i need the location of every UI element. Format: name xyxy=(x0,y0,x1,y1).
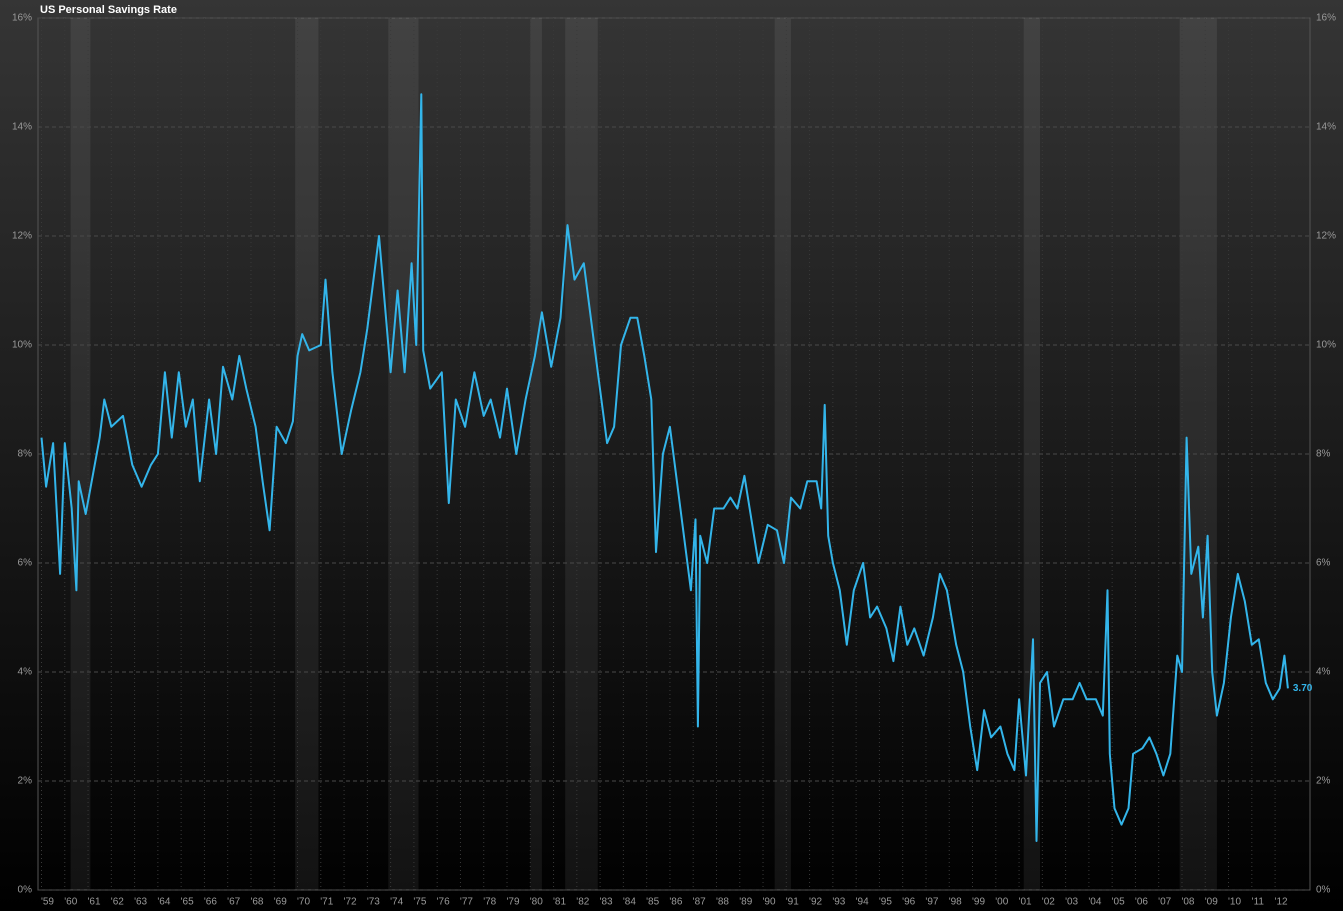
y2-tick-label: 2% xyxy=(1316,776,1331,787)
x-tick-label: '12 xyxy=(1275,897,1288,908)
x-tick-label: '79 xyxy=(506,897,519,908)
x-tick-label: '94 xyxy=(856,897,869,908)
x-tick-label: '91 xyxy=(786,897,799,908)
x-tick-label: '71 xyxy=(320,897,333,908)
x-tick-label: '68 xyxy=(250,897,263,908)
x-tick-label: '78 xyxy=(483,897,496,908)
x-tick-label: '92 xyxy=(809,897,822,908)
x-tick-label: '59 xyxy=(41,897,54,908)
x-tick-label: '65 xyxy=(181,897,194,908)
x-tick-label: '08 xyxy=(1181,897,1194,908)
x-tick-label: '93 xyxy=(832,897,845,908)
x-tick-label: '03 xyxy=(1065,897,1078,908)
y-tick-label: 4% xyxy=(18,667,33,678)
x-tick-label: '60 xyxy=(64,897,77,908)
y2-tick-label: 4% xyxy=(1316,667,1331,678)
x-tick-label: '77 xyxy=(460,897,473,908)
x-tick-label: '00 xyxy=(995,897,1008,908)
x-tick-label: '81 xyxy=(553,897,566,908)
y-tick-label: 16% xyxy=(12,13,32,24)
x-tick-label: '85 xyxy=(646,897,659,908)
x-tick-label: '96 xyxy=(902,897,915,908)
x-tick-label: '05 xyxy=(1112,897,1125,908)
x-tick-label: '09 xyxy=(1205,897,1218,908)
y2-tick-label: 6% xyxy=(1316,558,1331,569)
x-tick-label: '87 xyxy=(693,897,706,908)
y-tick-label: 2% xyxy=(18,776,33,787)
y2-tick-label: 0% xyxy=(1316,885,1331,896)
x-tick-label: '97 xyxy=(925,897,938,908)
y2-tick-label: 12% xyxy=(1316,231,1336,242)
x-tick-label: '06 xyxy=(1135,897,1148,908)
x-tick-label: '89 xyxy=(739,897,752,908)
x-tick-label: '83 xyxy=(600,897,613,908)
chart-title: US Personal Savings Rate xyxy=(40,4,177,16)
y2-tick-label: 14% xyxy=(1316,122,1336,133)
x-tick-label: '90 xyxy=(763,897,776,908)
y-tick-label: 10% xyxy=(12,340,32,351)
series-line xyxy=(40,93,1289,842)
y2-tick-label: 16% xyxy=(1316,13,1336,24)
x-tick-label: '73 xyxy=(367,897,380,908)
x-tick-label: '84 xyxy=(623,897,636,908)
y2-tick-label: 10% xyxy=(1316,340,1336,351)
y2-tick-label: 8% xyxy=(1316,449,1331,460)
x-tick-label: '74 xyxy=(390,897,403,908)
y-tick-label: 8% xyxy=(18,449,33,460)
y-tick-label: 12% xyxy=(12,231,32,242)
x-tick-label: '69 xyxy=(274,897,287,908)
x-tick-label: '99 xyxy=(972,897,985,908)
x-tick-label: '10 xyxy=(1228,897,1241,908)
x-tick-label: '82 xyxy=(576,897,589,908)
recession-band xyxy=(1179,18,1217,890)
x-tick-label: '76 xyxy=(437,897,450,908)
x-tick-label: '11 xyxy=(1252,897,1265,908)
x-tick-label: '61 xyxy=(88,897,101,908)
x-tick-label: '88 xyxy=(716,897,729,908)
x-tick-label: '86 xyxy=(669,897,682,908)
x-tick-label: '75 xyxy=(413,897,426,908)
x-tick-label: '04 xyxy=(1088,897,1101,908)
x-tick-label: '66 xyxy=(204,897,217,908)
x-tick-label: '64 xyxy=(157,897,170,908)
y-tick-label: 6% xyxy=(18,558,33,569)
y-tick-label: 14% xyxy=(12,122,32,133)
x-tick-label: '80 xyxy=(530,897,543,908)
x-tick-label: '07 xyxy=(1158,897,1171,908)
x-tick-label: '67 xyxy=(227,897,240,908)
x-tick-label: '02 xyxy=(1042,897,1055,908)
x-tick-label: '98 xyxy=(949,897,962,908)
x-tick-label: '62 xyxy=(111,897,124,908)
x-tick-label: '95 xyxy=(879,897,892,908)
x-tick-label: '72 xyxy=(344,897,357,908)
x-tick-label: '70 xyxy=(297,897,310,908)
y-tick-label: 0% xyxy=(18,885,33,896)
last-value-label: 3.70 xyxy=(1293,683,1313,694)
x-tick-label: '63 xyxy=(134,897,147,908)
x-tick-label: '01 xyxy=(1019,897,1032,908)
